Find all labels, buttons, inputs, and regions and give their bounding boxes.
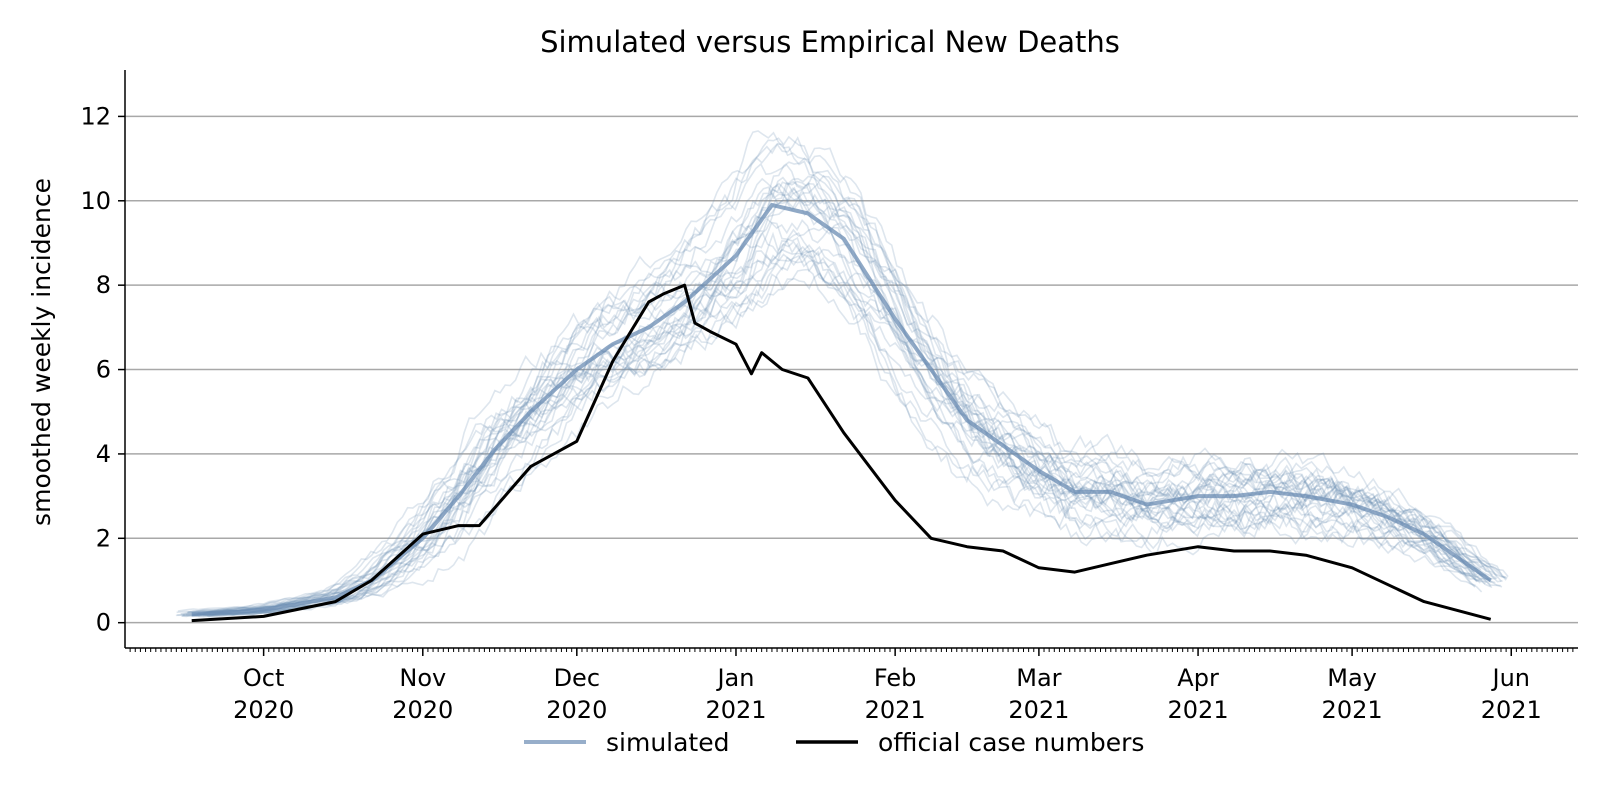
x-tick-label-month-8: Jun [1491, 664, 1531, 692]
y-tick-label-2: 4 [96, 440, 111, 468]
axes-layer: 0 2 4 6 8 10 12 Oct 2020 Nov 2020 Dec 2020 Jan 2021 Feb… [80, 70, 1578, 724]
x-tick-label-year-6: 2021 [1168, 696, 1229, 724]
x-tick-label-month-7: May [1327, 664, 1377, 692]
y-tick-label-5: 10 [80, 187, 111, 215]
simulated-run-line [182, 254, 1483, 617]
y-tick-label-3: 6 [96, 356, 111, 384]
simulated-run-line [208, 244, 1508, 618]
x-tick-label-year-2: 2020 [546, 696, 607, 724]
simulated-run-line [196, 188, 1496, 615]
simulated-run-line [177, 130, 1478, 612]
simulated-run-line [192, 181, 1492, 616]
simulated-run-line [186, 136, 1486, 614]
y-tick-label-0: 0 [96, 609, 111, 637]
simulated-run-line [187, 192, 1488, 614]
simulated-run-line [175, 248, 1476, 617]
simulated-run-line [187, 135, 1488, 613]
x-tick-label-year-0: 2020 [233, 696, 294, 724]
chart-title: Simulated versus Empirical New Deaths [540, 25, 1120, 59]
x-tick-label-month-3: Jan [715, 664, 754, 692]
x-tick-label-year-8: 2021 [1481, 696, 1542, 724]
y-tick-label-6: 12 [80, 102, 111, 130]
legend: simulated official case numbers [524, 728, 1144, 757]
simulated-run-line [198, 272, 1498, 618]
x-tick-label-month-1: Nov [399, 664, 446, 692]
simulated-run-line [181, 177, 1482, 617]
y-tick-label-4: 8 [96, 271, 111, 299]
simulated-run-line [183, 186, 1483, 616]
y-axis-label: smoothed weekly incidence [27, 178, 56, 526]
simulated-run-line [197, 176, 1498, 614]
x-tick-label-year-7: 2021 [1322, 696, 1383, 724]
grid-layer [125, 115, 1578, 624]
series-layer [191, 202, 1492, 623]
x-tick-label-year-1: 2020 [392, 696, 453, 724]
legend-label-simulated: simulated [606, 728, 730, 757]
y-tick-label-1: 2 [96, 524, 111, 552]
x-tick-label-month-4: Feb [874, 664, 917, 692]
simulated-mean-line [191, 202, 1492, 617]
x-tick-label-month-5: Mar [1016, 664, 1061, 692]
x-tick-label-month-0: Oct [243, 664, 285, 692]
x-tick-label-month-2: Dec [554, 664, 600, 692]
simulated-run-line [180, 162, 1481, 616]
simulated-run-line [192, 231, 1493, 616]
simulated-runs-layer [175, 130, 1509, 618]
legend-label-official: official case numbers [878, 728, 1144, 757]
simulated-run-line [209, 186, 1509, 616]
x-tick-label-year-4: 2021 [865, 696, 926, 724]
simulated-run-line [191, 221, 1491, 618]
simulated-run-line [186, 217, 1486, 616]
simulated-run-line [196, 268, 1496, 617]
official-case-numbers-line [191, 283, 1492, 623]
x-tick-label-year-3: 2021 [705, 696, 766, 724]
x-tick-label-month-6: Apr [1177, 664, 1219, 692]
x-tick-label-year-5: 2021 [1008, 696, 1069, 724]
simulated-run-line [206, 169, 1506, 614]
simulated-run-line [207, 180, 1508, 616]
